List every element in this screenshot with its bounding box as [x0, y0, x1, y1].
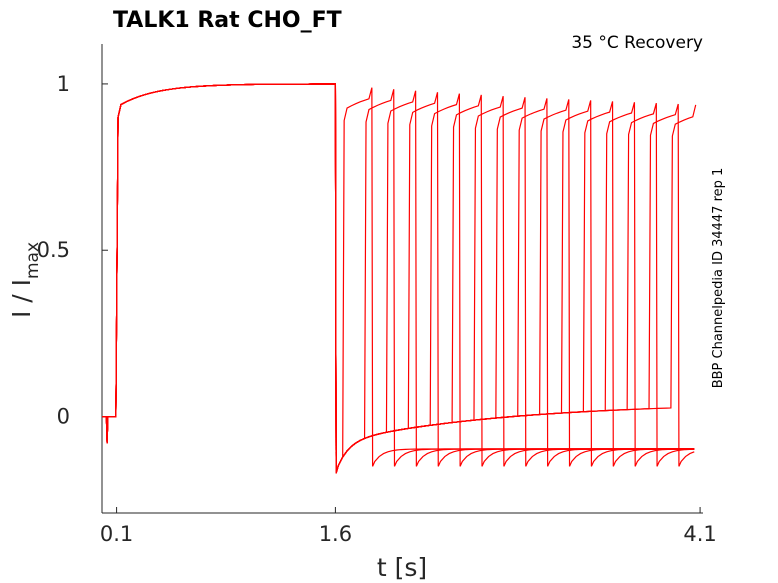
y-axis-label-main: I / I — [7, 279, 36, 318]
x-tick-label: 1.6 — [319, 522, 352, 546]
current-traces — [102, 83, 697, 474]
y-axis-label-group: I / Imax — [7, 242, 43, 318]
recovery-trace — [102, 83, 697, 474]
side-note: BBP Channelpedia ID 34447 rep 1 — [711, 168, 726, 389]
chart-title: TALK1 Rat CHO_FT — [113, 8, 342, 33]
x-tick-label: 0.1 — [100, 522, 133, 546]
x-tick-label: 4.1 — [683, 522, 716, 546]
y-tick-label: 0 — [57, 405, 70, 429]
x-ticks: 0.1 1.6 4.1 — [100, 507, 717, 546]
x-axis-label: t [s] — [377, 553, 427, 582]
y-axis-label-sub: max — [23, 242, 43, 279]
y-tick-label: 0.5 — [37, 238, 70, 262]
y-ticks: 00.51 — [37, 72, 108, 429]
chart-subtitle: 35 °C Recovery — [571, 33, 703, 53]
y-axis-label: I / Imax — [7, 242, 43, 318]
recovery-trace — [102, 83, 695, 474]
y-tick-label: 1 — [57, 72, 70, 96]
side-note-group: BBP Channelpedia ID 34447 rep 1 — [711, 168, 726, 389]
